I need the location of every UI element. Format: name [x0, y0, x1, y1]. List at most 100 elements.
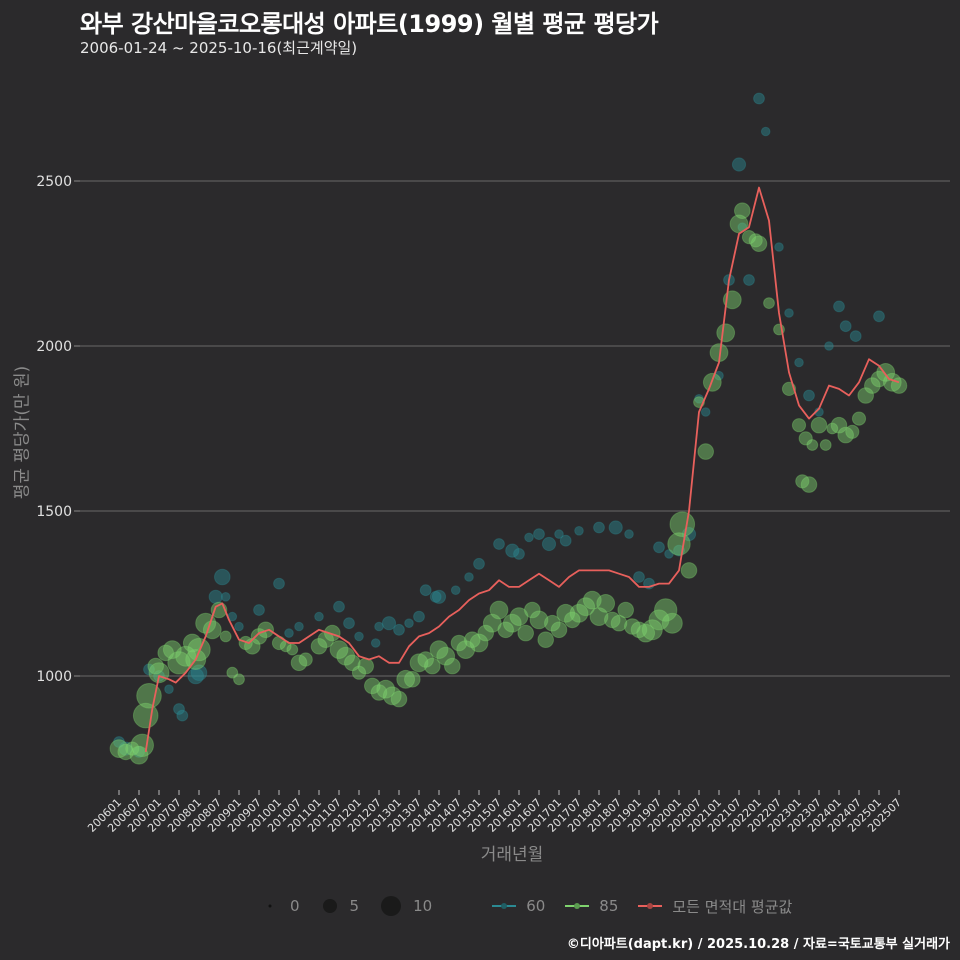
data-point — [187, 667, 204, 685]
data-point — [795, 474, 810, 489]
data-point — [513, 548, 525, 560]
data-point — [354, 631, 364, 642]
data-point — [376, 679, 396, 699]
data-point — [431, 589, 447, 604]
data-point — [851, 411, 867, 426]
data-point — [537, 631, 555, 649]
data-point — [190, 664, 208, 682]
data-point — [162, 640, 182, 659]
data-point — [524, 532, 534, 543]
data-point — [794, 357, 804, 368]
data-point — [608, 520, 623, 535]
data-point — [582, 590, 602, 610]
grid-lines — [80, 180, 950, 677]
legend-series-average: 모든 면적대 평균값 — [638, 894, 802, 918]
data-point — [175, 645, 197, 667]
data-point — [117, 743, 134, 761]
legend-size-label-10: 10 — [413, 897, 433, 915]
data-point — [473, 557, 485, 570]
data-point — [849, 330, 862, 343]
data-point — [604, 611, 621, 629]
data-point — [750, 235, 768, 252]
data-point — [664, 549, 674, 559]
data-point — [310, 638, 328, 655]
data-point — [364, 677, 381, 695]
data-point — [734, 202, 751, 219]
data-point — [694, 394, 704, 404]
data-point — [450, 585, 461, 596]
data-point — [136, 683, 162, 709]
line-marker-green-icon — [565, 903, 590, 909]
data-point — [833, 300, 845, 313]
y-tick-label: 1000 — [36, 669, 72, 685]
data-point — [648, 609, 670, 631]
data-point — [404, 618, 414, 629]
source-credit: ©디아파트(dapt.kr) / 2025.10.28 / 자료=국토교통부 실… — [566, 937, 950, 952]
data-point — [791, 418, 807, 433]
data-point — [444, 657, 461, 675]
data-point — [202, 620, 222, 640]
data-point — [344, 654, 361, 672]
series-average-line — [144, 186, 900, 753]
data-point — [257, 621, 275, 639]
size-dot-medium-icon — [322, 899, 337, 913]
data-point — [456, 640, 476, 659]
data-point — [743, 274, 755, 286]
data-point — [763, 297, 775, 310]
data-point — [680, 562, 698, 579]
data-point — [636, 623, 656, 643]
data-point — [290, 654, 308, 672]
data-point — [164, 684, 174, 695]
data-point — [329, 640, 349, 659]
data-point — [529, 610, 549, 630]
data-point — [760, 126, 771, 137]
data-point — [716, 323, 736, 343]
data-point — [419, 584, 432, 597]
legend-size-10: 10 — [379, 894, 442, 918]
y-tick-label: 1500 — [36, 504, 72, 520]
data-point — [464, 572, 474, 582]
chart-title: 와부 강산마을코오롱대성 아파트(1999) 월별 평균 평당가 — [80, 10, 659, 38]
data-point — [167, 651, 191, 675]
data-point — [182, 633, 202, 653]
legend-series-label-60: 60 — [526, 897, 546, 915]
data-point — [286, 643, 299, 656]
data-point — [477, 624, 495, 642]
legend-series-label-85: 85 — [599, 897, 619, 915]
data-point — [374, 621, 384, 632]
data-point — [253, 604, 265, 616]
average-line — [144, 186, 900, 753]
data-point — [238, 635, 253, 651]
data-point — [641, 619, 663, 641]
data-point — [214, 568, 231, 586]
data-point — [370, 684, 388, 701]
data-point — [576, 597, 596, 617]
data-point — [630, 621, 648, 639]
data-point — [157, 644, 174, 662]
data-point — [343, 617, 355, 630]
data-point — [413, 610, 425, 623]
data-point — [109, 739, 129, 758]
data-point — [819, 439, 832, 451]
size-dot-small-icon — [268, 904, 272, 908]
data-point — [219, 630, 232, 643]
data-point — [220, 592, 231, 602]
data-point — [195, 612, 217, 634]
data-point — [284, 628, 294, 638]
data-point — [845, 424, 860, 439]
data-point — [396, 669, 416, 689]
data-point — [208, 589, 223, 604]
data-point — [624, 618, 641, 635]
data-point — [784, 308, 794, 318]
data-point — [633, 571, 645, 583]
data-point — [118, 741, 133, 756]
size-dot-large-icon — [381, 896, 402, 916]
data-point — [700, 407, 711, 417]
data-point — [357, 657, 375, 675]
data-point — [273, 577, 285, 590]
data-point — [559, 534, 572, 547]
data-point — [370, 638, 381, 648]
data-point — [589, 607, 609, 626]
y-tick-label: 2000 — [36, 339, 72, 355]
data-point — [429, 590, 442, 603]
